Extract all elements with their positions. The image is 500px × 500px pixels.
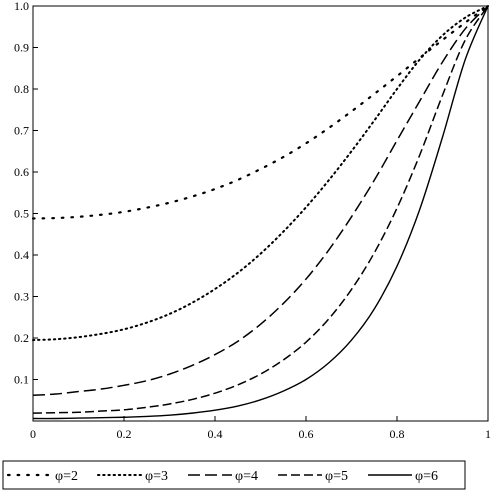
legend: φ=2 φ=3 φ=4 φ=5 φ=6 <box>2 460 466 490</box>
y-tick-label: 0.8 <box>14 82 29 96</box>
x-tick-label: 0.8 <box>390 427 405 441</box>
series-line-5 <box>32 5 489 420</box>
y-tick-label: 0.1 <box>14 373 29 387</box>
series-line-3 <box>32 5 489 397</box>
plot-axes: 0 0.2 0.4 0.6 0.8 1 0.1 0.2 0.3 0.4 0.5 0.6 0.7 0.8 0.… <box>14 0 491 441</box>
legend-label-2: φ=3 <box>145 469 168 484</box>
legend-label-1: φ=2 <box>55 469 78 484</box>
y-tick-label: 1.0 <box>14 0 29 13</box>
y-tick-label: 0.2 <box>14 331 29 345</box>
y-tick-label: 0.4 <box>14 248 29 262</box>
x-tick-label: 0 <box>30 427 36 441</box>
y-tick-label: 0.5 <box>14 207 29 221</box>
legend-label-5: φ=6 <box>415 469 438 484</box>
legend-label-3: φ=4 <box>235 469 258 484</box>
plot-frame <box>32 5 489 422</box>
series-line-2 <box>32 5 489 342</box>
plot-series <box>31 4 490 420</box>
x-tick-label: 1 <box>485 427 491 441</box>
y-tick-label: 0.7 <box>14 124 29 138</box>
legend-label-4: φ=5 <box>325 469 348 484</box>
x-tick-label: 0.4 <box>208 427 223 441</box>
y-tick-label: 0.3 <box>14 290 29 304</box>
y-tick-label: 0.6 <box>14 165 29 179</box>
y-tick-label: 0.9 <box>14 41 29 55</box>
x-tick-label: 0.6 <box>299 427 314 441</box>
x-tick-label: 0.2 <box>117 427 132 441</box>
series-line-1 <box>31 4 490 220</box>
